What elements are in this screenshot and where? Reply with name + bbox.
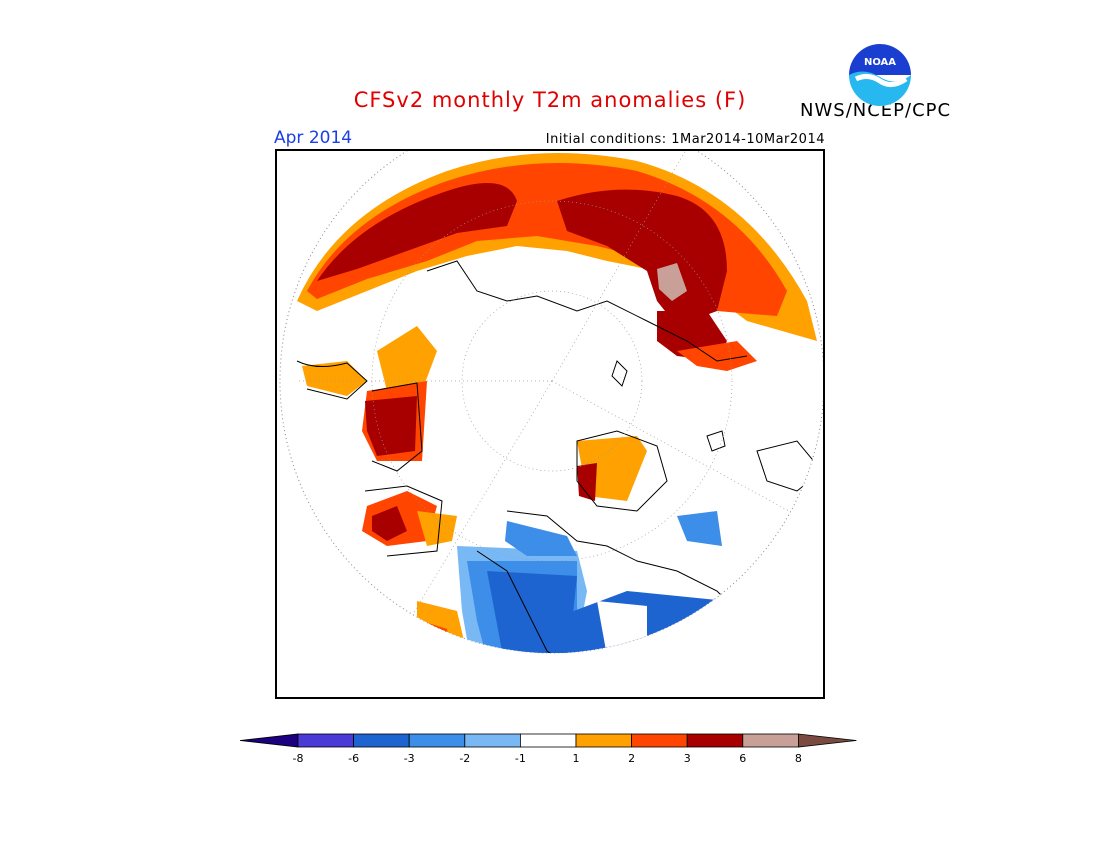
graticule: [297, 151, 808, 642]
colorbar-swatch: [575, 733, 632, 748]
coastlines: [296, 260, 823, 653]
anomaly-region-siberia-tan: [657, 263, 687, 301]
colorbar-tick-label: 1: [572, 752, 580, 765]
noaa-logo: NOAA: [848, 43, 912, 107]
colorbar-tick-label: -1: [514, 752, 526, 765]
anomaly-region-arctic-midblue: [505, 521, 577, 556]
polar-map: [275, 149, 825, 699]
anomaly-region-na-blue: [487, 571, 577, 653]
colorbar-swatch: [519, 733, 577, 748]
colorbar-swatch: [408, 733, 466, 748]
colorbar-swatch: [742, 733, 799, 748]
color-bar: [238, 728, 862, 778]
anomaly-region-atlantic-orange: [417, 511, 457, 546]
colorbar-tick-label: 8: [794, 752, 802, 765]
colorbar-tick-label: 6: [739, 752, 747, 765]
anomaly-region-atlantic-deepred: [372, 506, 407, 541]
colorbar-tick-label: -8: [292, 752, 304, 765]
forecast-month: Apr 2014: [274, 128, 353, 148]
organization-label: NWS/NCEP/CPC: [800, 100, 952, 121]
noaa-logo-text: NOAA: [864, 57, 896, 68]
anomaly-region-eastasia-redorange: [677, 341, 757, 371]
anomaly-region-europe-orange-2: [377, 326, 437, 391]
anomaly-region-greenland-blue: [677, 511, 722, 546]
colorbar-arrow-high: [798, 733, 857, 748]
anomaly-region-eurasia-deepred: [317, 183, 517, 281]
colorbar-swatch: [297, 733, 354, 748]
colorbar-swatch: [464, 733, 521, 748]
anomaly-region-greenland-deepred: [577, 463, 597, 501]
colorbar-tick-label: -6: [348, 752, 360, 765]
colorbar-tick-label: -3: [403, 752, 415, 765]
page-title: CFSv2 monthly T2m anomalies (F): [353, 88, 747, 112]
anomaly-region-europe-deepred: [365, 396, 417, 456]
colorbar-swatch: [631, 733, 688, 748]
colorbar-tick-label: -2: [459, 752, 471, 765]
anomaly-region-europe-orange: [302, 361, 367, 396]
colorbar-tick-label: 2: [628, 752, 636, 765]
colorbar-arrow-low: [239, 733, 299, 748]
initial-conditions: Initial conditions: 1Mar2014-10Mar2014: [545, 132, 825, 147]
colorbar-swatch: [353, 733, 410, 748]
colorbar-tick-label: 3: [683, 752, 691, 765]
colorbar-swatch: [686, 733, 744, 748]
